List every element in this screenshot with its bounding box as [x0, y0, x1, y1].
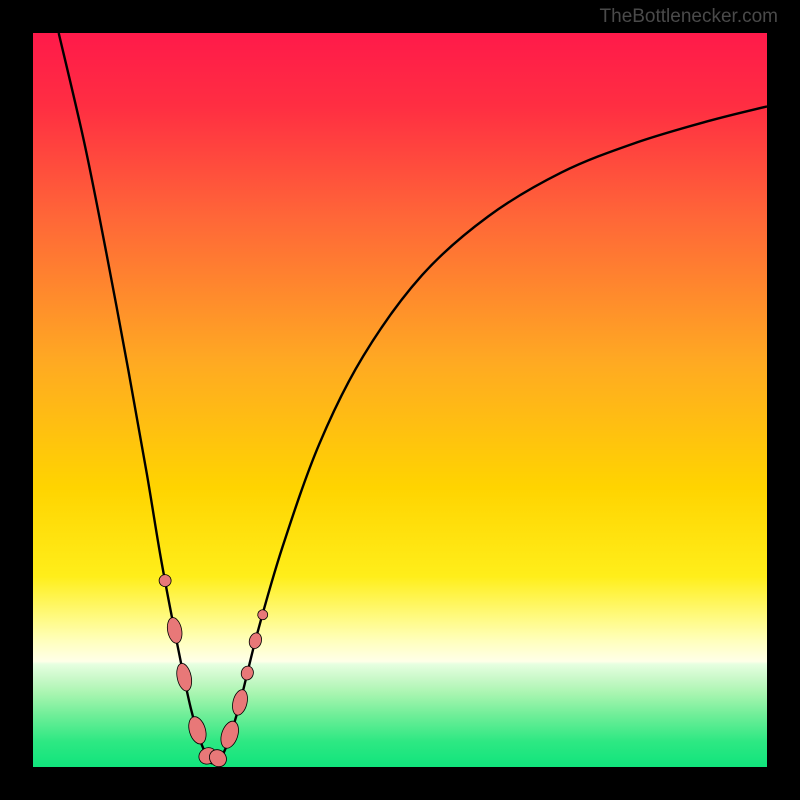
curve-marker — [247, 631, 263, 650]
curve-marker — [230, 688, 250, 717]
curve-marker — [158, 574, 172, 588]
markers-group — [158, 574, 269, 771]
chart-root: TheBottlenecker.com — [0, 0, 800, 800]
plot-overlay — [33, 33, 767, 767]
curve-right — [212, 106, 767, 764]
curve-marker — [165, 616, 184, 644]
curve-marker — [218, 719, 242, 751]
watermark-text: TheBottlenecker.com — [600, 6, 778, 28]
curve-marker — [174, 662, 194, 692]
plot-area — [33, 33, 767, 767]
curve-left — [59, 33, 212, 764]
curve-marker — [186, 715, 209, 746]
curve-marker — [257, 609, 269, 621]
curve-marker — [240, 665, 255, 681]
